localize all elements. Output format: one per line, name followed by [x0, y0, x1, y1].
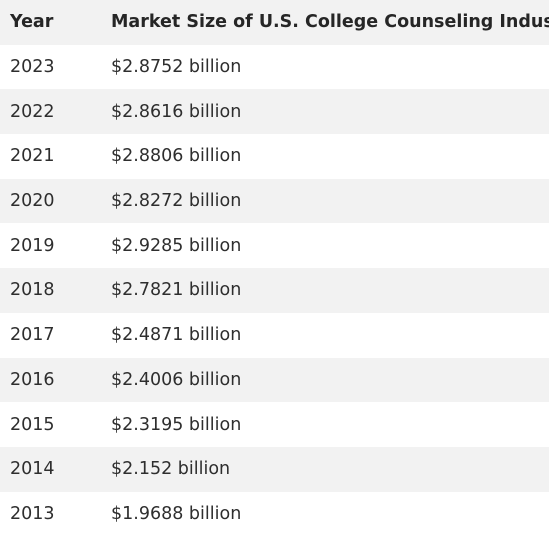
- market-size-cell: $2.8616 billion: [111, 101, 242, 122]
- year-column-header: Year: [10, 12, 54, 33]
- year-cell: 2014: [10, 459, 55, 480]
- market-size-cell: $2.152 billion: [111, 459, 231, 480]
- market-size-cell: $2.8752 billion: [111, 57, 242, 78]
- table-row: 2017 $2.4871 billion: [0, 312, 549, 358]
- year-cell: 2013: [10, 503, 55, 524]
- table-header-row: Year Market Size of U.S. College Counsel…: [0, 0, 549, 45]
- year-cell: 2015: [10, 414, 55, 435]
- market-size-cell: $1.9688 billion: [111, 503, 242, 524]
- market-size-cell: $2.4871 billion: [111, 325, 242, 346]
- market-size-cell: $2.3195 billion: [111, 414, 242, 435]
- year-cell: 2019: [10, 235, 55, 256]
- table-row: 2013 $1.9688 billion: [0, 491, 549, 536]
- year-cell: 2022: [10, 101, 55, 122]
- table-row: 2016 $2.4006 billion: [0, 357, 549, 403]
- market-size-cell: $2.9285 billion: [111, 235, 242, 256]
- market-size-cell: $2.8806 billion: [111, 146, 242, 167]
- table-row: 2023 $2.8752 billion: [0, 44, 549, 90]
- year-cell: 2018: [10, 280, 55, 301]
- table-row: 2019 $2.9285 billion: [0, 223, 549, 269]
- year-cell: 2017: [10, 325, 55, 346]
- table-row: 2020 $2.8272 billion: [0, 178, 549, 224]
- market-size-column-header: Market Size of U.S. College Counseling I…: [111, 12, 549, 33]
- table-row: 2018 $2.7821 billion: [0, 268, 549, 313]
- table-row: 2021 $2.8806 billion: [0, 134, 549, 179]
- table-row: 2022 $2.8616 billion: [0, 89, 549, 135]
- market-size-cell: $2.8272 billion: [111, 191, 242, 212]
- year-cell: 2020: [10, 191, 55, 212]
- table-row: 2014 $2.152 billion: [0, 446, 549, 492]
- year-cell: 2023: [10, 57, 55, 78]
- market-size-cell: $2.7821 billion: [111, 280, 242, 301]
- market-size-cell: $2.4006 billion: [111, 369, 242, 390]
- year-cell: 2021: [10, 146, 55, 167]
- year-cell: 2016: [10, 369, 55, 390]
- table-row: 2015 $2.3195 billion: [0, 402, 549, 447]
